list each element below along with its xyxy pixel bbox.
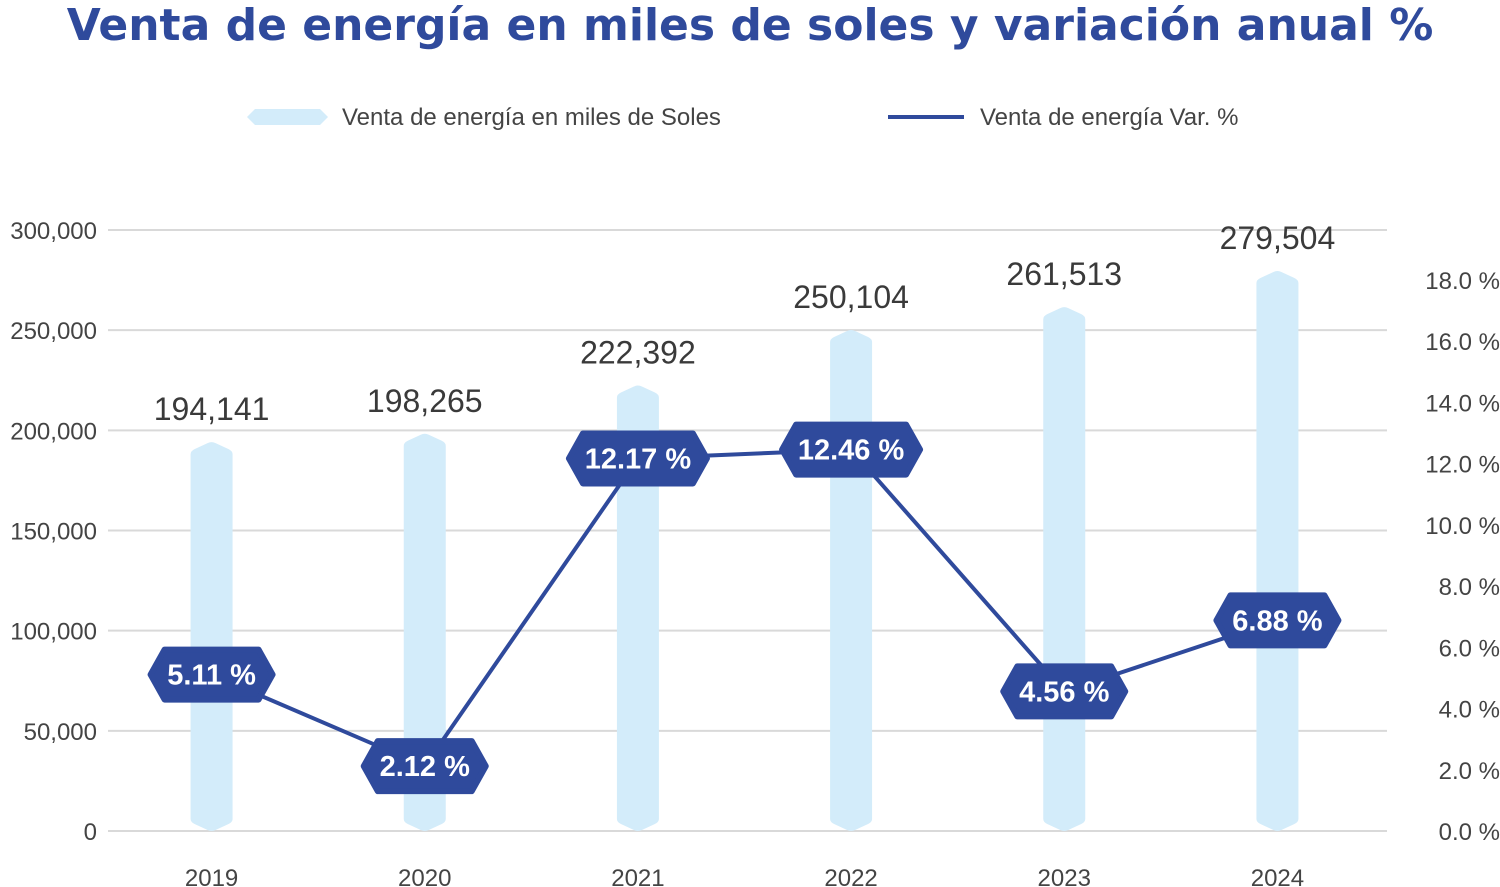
x-tick-label: 2022 [824,865,877,887]
left-tick-label: 100,000 [10,619,97,646]
right-tick-label: 4.0 % [1439,697,1500,724]
bar [1256,271,1299,832]
right-tick-label: 18.0 % [1425,268,1500,295]
x-tick-label: 2024 [1251,865,1304,887]
legend: Venta de energía en miles de Soles Venta … [247,104,1238,131]
line-point-badge [147,646,276,703]
right-tick-label: 16.0 % [1425,329,1500,356]
line-value-label: 5.11 % [167,660,256,692]
legend-label-bar: Venta de energía en miles de Soles [342,104,721,131]
bar [190,442,233,831]
line-value-label: 2.12 % [380,751,470,783]
right-tick-label: 12.0 % [1425,452,1500,479]
right-tick-label: 0.0 % [1439,819,1500,846]
x-tick-label: 2023 [1038,865,1091,887]
line-value-label: 4.56 % [1019,676,1109,708]
bar-series [190,271,1299,832]
x-tick-label: 2019 [185,865,238,887]
line-point-badge [1000,663,1129,720]
left-tick-label: 150,000 [10,519,97,546]
bar-value-label: 261,513 [1006,256,1122,292]
left-axis: 0 50,000 100,000 150,000 200,000 250,000 300,0… [10,218,97,846]
bar-value-labels: 194,141 198,265 222,392 250,104 261,513 279,5… [154,220,1336,427]
grid-lines [108,229,1387,832]
line-value-label: 12.46 % [798,435,905,467]
left-tick-label: 50,000 [24,719,97,746]
x-tick-label: 2020 [398,865,451,887]
x-axis: 2019 2020 2021 2022 2023 2024 [185,865,1304,887]
left-tick-label: 200,000 [10,418,97,445]
line-point-badge [360,738,489,795]
bar-value-label: 250,104 [793,279,909,315]
line-point-badge [779,421,924,478]
line-point-badge [565,430,710,487]
line-value-labels: 5.11 % 2.12 % 12.17 % 12.46 % 4.56 % 6.88 % [147,421,1342,795]
left-tick-label: 0 [84,819,97,846]
x-tick-label: 2021 [611,865,664,887]
legend-label-line: Venta de energía Var. % [980,104,1238,131]
bar [403,433,446,831]
bar-value-label: 194,141 [154,391,270,427]
bar [1043,307,1086,831]
line-point-badge [1213,592,1342,649]
chart-title: Venta de energía en miles de soles y var… [66,0,1434,51]
left-tick-label: 300,000 [10,218,97,245]
bar-value-label: 222,392 [580,334,696,370]
bar [830,329,873,831]
line-value-label: 12.17 % [585,443,692,475]
bar-value-label: 279,504 [1220,220,1336,256]
right-axis: 0.0 % 2.0 % 4.0 % 6.0 % 8.0 % 10.0 % 12.0 % 14.… [1425,268,1500,846]
right-tick-label: 2.0 % [1439,758,1500,785]
right-tick-label: 8.0 % [1439,574,1500,601]
right-tick-label: 10.0 % [1425,513,1500,540]
legend-swatch-bar [247,109,328,125]
right-tick-label: 14.0 % [1425,390,1500,417]
line-value-label: 6.88 % [1232,605,1322,637]
line-path [210,447,1279,769]
bar [616,385,659,831]
bar-value-label: 198,265 [367,383,483,419]
line-series [210,447,1279,769]
right-tick-label: 6.0 % [1439,635,1500,662]
left-tick-label: 250,000 [10,318,97,345]
